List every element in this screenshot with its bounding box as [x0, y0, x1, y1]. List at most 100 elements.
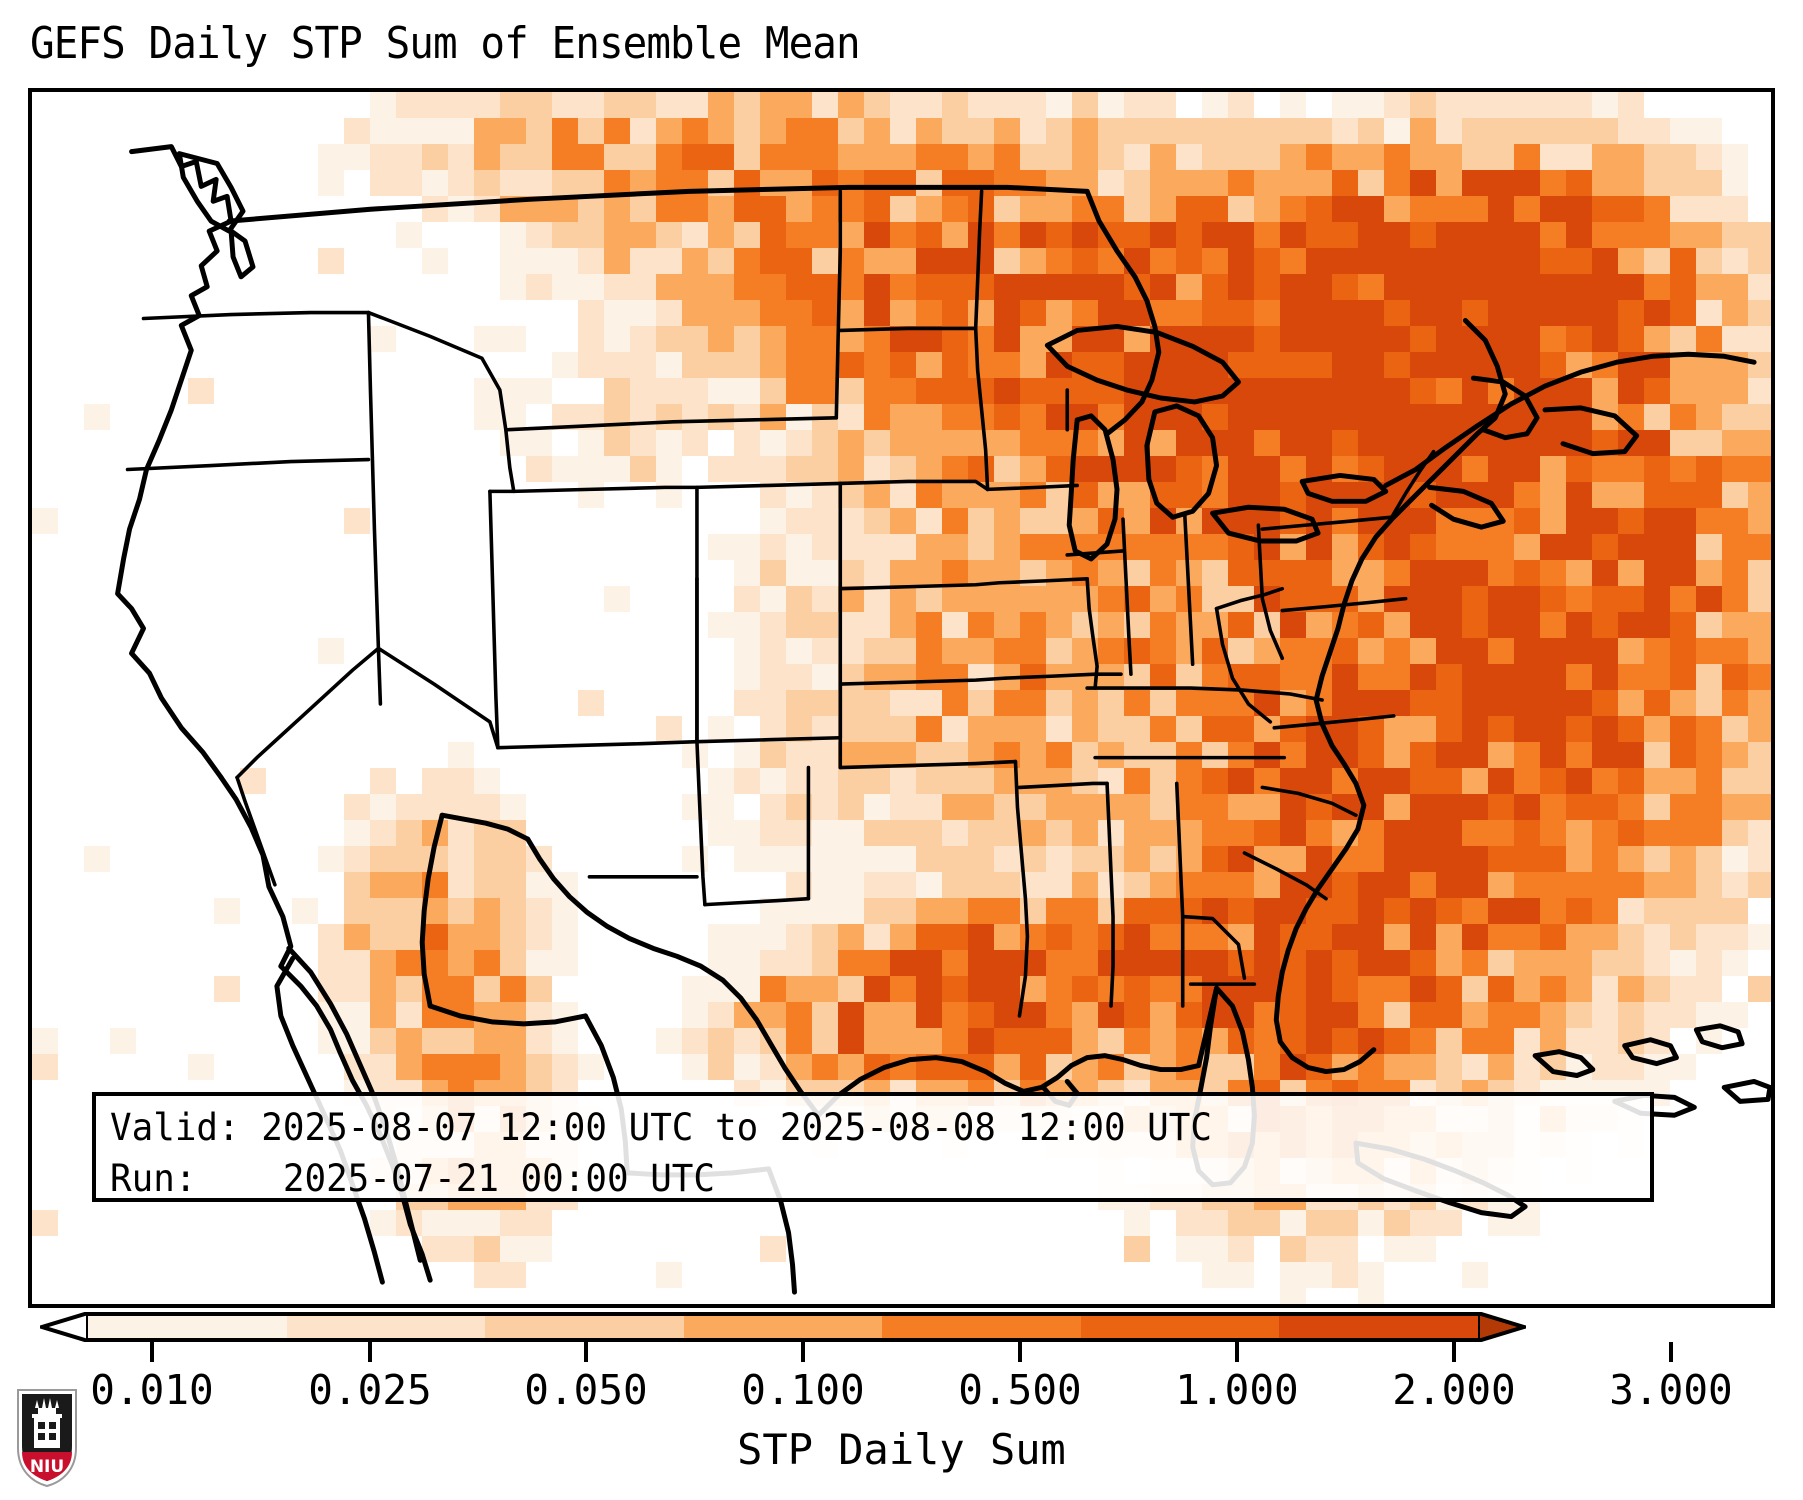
heatmap-cell [812, 274, 838, 300]
heatmap-cell [1384, 222, 1410, 248]
heatmap-cell [370, 92, 396, 118]
heatmap-cell [1280, 274, 1306, 300]
heatmap-cell [1436, 222, 1462, 248]
heatmap-cell [1202, 274, 1228, 300]
heatmap-cell [1020, 92, 1046, 118]
heatmap-cell [1644, 404, 1670, 430]
heatmap-cell [1306, 144, 1332, 170]
heatmap-cell [1696, 144, 1722, 170]
heatmap-cell [1670, 430, 1696, 456]
heatmap-cell [942, 118, 968, 144]
heatmap-cell [604, 248, 630, 274]
heatmap-cell [1384, 170, 1410, 196]
heatmap-cell [552, 118, 578, 144]
heatmap-cell [968, 430, 994, 456]
heatmap-cell [1514, 274, 1540, 300]
heatmap-cell [1696, 300, 1722, 326]
heatmap-cell [1514, 170, 1540, 196]
heatmap-cell [916, 300, 942, 326]
heatmap-cell [656, 144, 682, 170]
heatmap-cell [890, 300, 916, 326]
heatmap-cell [1176, 222, 1202, 248]
heatmap-cell [994, 248, 1020, 274]
heatmap-cell [994, 222, 1020, 248]
heatmap-cell [864, 170, 890, 196]
heatmap-cell [1774, 690, 1775, 716]
heatmap-cell [1254, 326, 1280, 352]
heatmap-cell [1280, 404, 1306, 430]
heatmap-cell [578, 300, 604, 326]
heatmap-cell [734, 352, 760, 378]
heatmap-cell [526, 456, 552, 482]
heatmap-cell [1488, 248, 1514, 274]
heatmap-cell [708, 352, 734, 378]
heatmap-cell [812, 222, 838, 248]
colorbar-tick-2 [584, 1342, 588, 1362]
heatmap-cell [578, 326, 604, 352]
heatmap-cell [630, 144, 656, 170]
heatmap-cell [1592, 326, 1618, 352]
heatmap-cell [1748, 274, 1771, 300]
heatmap-cell [682, 378, 708, 404]
heatmap-cell [890, 430, 916, 456]
heatmap-cell [1150, 92, 1176, 118]
heatmap-cell [994, 352, 1020, 378]
heatmap-cell [916, 92, 942, 118]
heatmap-cell [1280, 170, 1306, 196]
heatmap-cell [1306, 300, 1332, 326]
valid-time-text: Valid: 2025-08-07 12:00 UTC to 2025-08-0… [110, 1106, 1212, 1149]
heatmap-cell [656, 352, 682, 378]
heatmap-cell [1072, 118, 1098, 144]
heatmap-cell [942, 352, 968, 378]
heatmap-cell [994, 118, 1020, 144]
heatmap-cell [1176, 248, 1202, 274]
heatmap-cell [1098, 274, 1124, 300]
heatmap-cell [1254, 274, 1280, 300]
heatmap-cell [968, 92, 994, 118]
heatmap-cell [500, 222, 526, 248]
heatmap-cell [1436, 352, 1462, 378]
heatmap-cell [864, 300, 890, 326]
heatmap-cell [526, 144, 552, 170]
heatmap-cell [1046, 248, 1072, 274]
colorbar-tick-label-7: 3.000 [1609, 1366, 1733, 1414]
heatmap-cell [1072, 222, 1098, 248]
heatmap-cell [734, 274, 760, 300]
heatmap-cell [1410, 222, 1436, 248]
heatmap-cell [1488, 222, 1514, 248]
heatmap-cell [890, 456, 916, 482]
heatmap-cell [890, 92, 916, 118]
heatmap-cell [1436, 144, 1462, 170]
heatmap-cell [1566, 248, 1592, 274]
heatmap-cell [1098, 144, 1124, 170]
heatmap-cell [1306, 326, 1332, 352]
heatmap-cell [1176, 118, 1202, 144]
heatmap-cell [1774, 872, 1775, 898]
heatmap-cell [1540, 274, 1566, 300]
heatmap-cell [500, 430, 526, 456]
heatmap-cell [812, 196, 838, 222]
heatmap-cell [734, 118, 760, 144]
heatmap-cell [604, 144, 630, 170]
heatmap-cell [552, 248, 578, 274]
heatmap-cell [1410, 92, 1436, 118]
heatmap-cell [604, 456, 630, 482]
heatmap-cell [1748, 248, 1771, 274]
heatmap-cell [604, 274, 630, 300]
heatmap-cell [1670, 404, 1696, 430]
heatmap-cell [526, 248, 552, 274]
heatmap-cell [1774, 248, 1775, 274]
heatmap-cell [656, 378, 682, 404]
heatmap-cell [1358, 326, 1384, 352]
heatmap-cell [188, 378, 214, 404]
heatmap-cell [1592, 118, 1618, 144]
heatmap-cell [760, 404, 786, 430]
colorbar-tick-label-6: 2.000 [1392, 1366, 1516, 1414]
heatmap-cell [630, 300, 656, 326]
colorbar-gradient[interactable] [88, 1312, 1479, 1342]
heatmap-cell [942, 378, 968, 404]
map-panel[interactable]: Valid: 2025-08-07 12:00 UTC to 2025-08-0… [28, 88, 1775, 1308]
heatmap-cell [1020, 222, 1046, 248]
heatmap-cell [1280, 430, 1306, 456]
heatmap-cell [1774, 482, 1775, 508]
